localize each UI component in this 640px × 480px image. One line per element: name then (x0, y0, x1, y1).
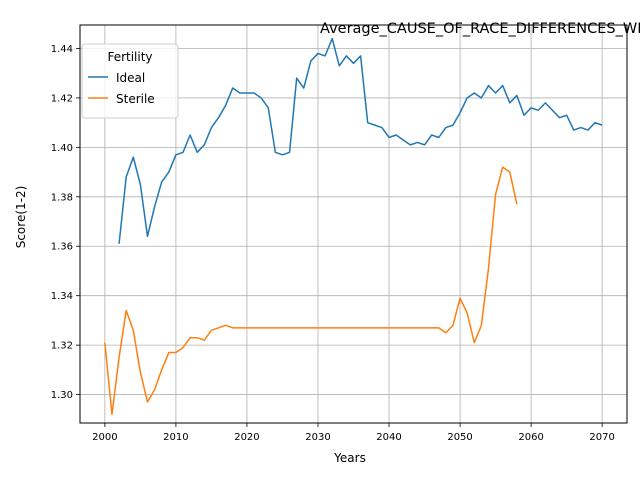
y-axis: 1.30 1.32 1.34 1.36 1.38 1.40 1.42 1.44 (51, 44, 80, 401)
x-axis: 2000 2010 2020 2030 2040 2050 2060 2070 (92, 423, 615, 443)
series-line-sterile (105, 167, 517, 414)
y-tick-label: 1.40 (51, 143, 73, 154)
x-tick-label: 2050 (447, 432, 472, 443)
y-tick-label: 1.42 (51, 93, 73, 104)
x-tick-label: 2000 (92, 432, 117, 443)
x-tick-label: 2030 (305, 432, 330, 443)
y-tick-label: 1.38 (51, 192, 73, 203)
y-tick-label: 1.36 (51, 242, 73, 253)
x-tick-label: 2040 (376, 432, 401, 443)
x-tick-label: 2020 (234, 432, 259, 443)
legend-label-sterile: Sterile (116, 92, 155, 106)
y-axis-label: Score(1-2) (14, 186, 28, 249)
chart-title: Average_CAUSE_OF_RACE_DIFFERENCES_WILL_F… (320, 21, 640, 37)
legend-title: Fertility (107, 50, 152, 64)
legend-label-ideal: Ideal (116, 71, 145, 85)
x-tick-label: 2010 (163, 432, 188, 443)
y-tick-label: 1.34 (51, 291, 73, 302)
y-tick-label: 1.30 (51, 390, 73, 401)
series-line-ideal (119, 39, 602, 244)
y-tick-label: 1.32 (51, 341, 73, 352)
x-tick-label: 2070 (589, 432, 614, 443)
x-tick-label: 2060 (518, 432, 543, 443)
x-axis-label: Years (333, 451, 366, 465)
series-lines (105, 39, 602, 415)
y-tick-label: 1.44 (51, 44, 73, 55)
legend: Fertility Ideal Sterile (82, 44, 178, 118)
